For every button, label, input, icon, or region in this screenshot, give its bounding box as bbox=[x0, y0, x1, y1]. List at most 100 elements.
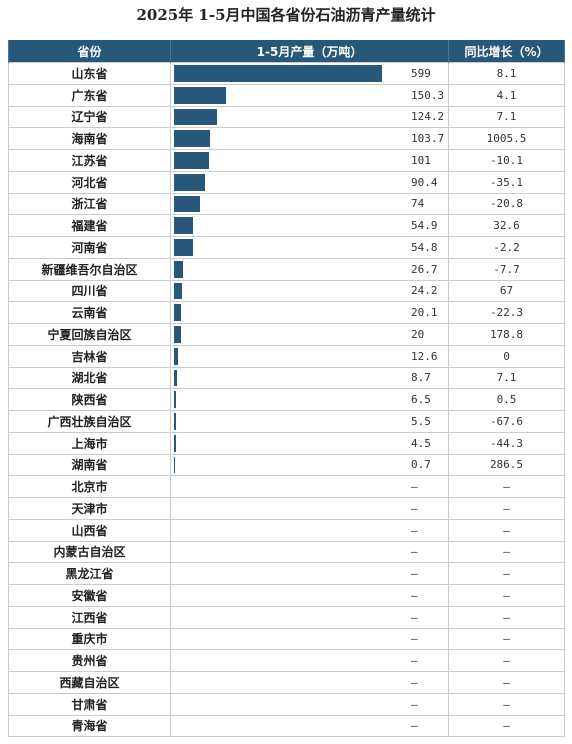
output-bar bbox=[174, 152, 210, 169]
table-row: 新疆维吾尔自治区 26.7 -7.7 bbox=[8, 257, 565, 281]
output-bar bbox=[174, 413, 176, 430]
growth-cell: – bbox=[448, 649, 565, 672]
header-province: 省份 bbox=[8, 40, 171, 63]
output-bar bbox=[174, 369, 178, 387]
growth-cell: -2.2 bbox=[448, 236, 565, 259]
output-value: 6.5 bbox=[411, 393, 431, 407]
growth-cell: – bbox=[448, 714, 565, 738]
output-bar bbox=[174, 217, 194, 234]
province-cell: 河南省 bbox=[8, 236, 171, 259]
output-value: 24.2 bbox=[411, 284, 438, 298]
output-cell: 54.9 bbox=[170, 214, 449, 237]
province-cell: 山东省 bbox=[8, 62, 171, 85]
growth-cell: – bbox=[448, 671, 565, 694]
table-row: 上海市 4.5 -44.3 bbox=[8, 431, 565, 455]
output-bar bbox=[174, 260, 184, 278]
output-cell: 6.5 bbox=[170, 388, 449, 411]
province-cell: 海南省 bbox=[8, 127, 171, 150]
output-cell: – bbox=[170, 714, 449, 738]
output-value: 0.7 bbox=[411, 458, 431, 472]
province-cell: 内蒙古自治区 bbox=[8, 540, 171, 564]
output-value: 90.4 bbox=[411, 175, 438, 189]
province-cell: 北京市 bbox=[8, 475, 171, 498]
table-row: 广西壮族自治区 5.5 -67.6 bbox=[8, 410, 565, 433]
output-cell: – bbox=[170, 540, 449, 564]
province-cell: 辽宁省 bbox=[8, 105, 171, 129]
output-bar bbox=[174, 195, 200, 213]
output-cell: 124.2 bbox=[170, 105, 449, 129]
province-cell: 天津市 bbox=[8, 497, 171, 520]
output-value: 54.8 bbox=[411, 240, 438, 254]
output-cell: 101 bbox=[170, 149, 449, 172]
output-bar bbox=[174, 86, 227, 104]
table-row: 青海省 – – bbox=[8, 714, 565, 738]
output-value: – bbox=[411, 632, 418, 646]
growth-cell: 0 bbox=[448, 344, 565, 368]
output-value: – bbox=[411, 545, 418, 559]
output-value: 12.6 bbox=[411, 349, 438, 363]
table-row: 河南省 54.8 -2.2 bbox=[8, 236, 565, 259]
growth-cell: – bbox=[448, 475, 565, 498]
table-row: 福建省 54.9 32.6 bbox=[8, 214, 565, 237]
output-value: – bbox=[411, 567, 418, 581]
header-growth: 同比增长（%） bbox=[448, 40, 565, 63]
province-cell: 江苏省 bbox=[8, 149, 171, 172]
table-row: 江苏省 101 -10.1 bbox=[8, 149, 565, 172]
growth-cell: – bbox=[448, 497, 565, 520]
growth-cell: 0.5 bbox=[448, 388, 565, 411]
output-cell: – bbox=[170, 518, 449, 542]
growth-cell: 1005.5 bbox=[448, 127, 565, 150]
province-cell: 上海市 bbox=[8, 431, 171, 455]
output-cell: – bbox=[170, 692, 449, 716]
table-row: 黑龙江省 – – bbox=[8, 562, 565, 585]
output-value: – bbox=[411, 523, 418, 537]
growth-cell: – bbox=[448, 518, 565, 542]
growth-cell: -44.3 bbox=[448, 431, 565, 455]
table-row: 贵州省 – – bbox=[8, 649, 565, 672]
province-cell: 山西省 bbox=[8, 518, 171, 542]
table-row: 吉林省 12.6 0 bbox=[8, 344, 565, 368]
province-cell: 广东省 bbox=[8, 83, 171, 107]
output-value: – bbox=[411, 501, 418, 515]
growth-cell: -67.6 bbox=[448, 410, 565, 433]
output-cell: 20 bbox=[170, 323, 449, 346]
province-cell: 甘肃省 bbox=[8, 692, 171, 716]
table-row: 陕西省 6.5 0.5 bbox=[8, 388, 565, 411]
growth-cell: 286.5 bbox=[448, 453, 565, 477]
province-cell: 湖北省 bbox=[8, 366, 171, 390]
output-cell: 599 bbox=[170, 62, 449, 85]
output-value: 20.1 bbox=[411, 306, 438, 320]
output-cell: – bbox=[170, 671, 449, 694]
output-value: 4.5 bbox=[411, 436, 431, 450]
table-row: 西藏自治区 – – bbox=[8, 671, 565, 694]
output-bar bbox=[174, 434, 176, 452]
table-row: 海南省 103.7 1005.5 bbox=[8, 127, 565, 150]
output-value: – bbox=[411, 654, 418, 668]
province-cell: 四川省 bbox=[8, 279, 171, 303]
output-bar bbox=[174, 326, 181, 343]
province-cell: 贵州省 bbox=[8, 649, 171, 672]
output-value: 150.3 bbox=[411, 88, 445, 102]
output-bar bbox=[174, 304, 181, 321]
output-bar bbox=[174, 130, 210, 147]
province-cell: 西藏自治区 bbox=[8, 671, 171, 694]
table-row: 重庆市 – – bbox=[8, 627, 565, 651]
output-cell: – bbox=[170, 627, 449, 651]
province-cell: 宁夏回族自治区 bbox=[8, 323, 171, 346]
output-cell: – bbox=[170, 475, 449, 498]
province-cell: 湖南省 bbox=[8, 453, 171, 477]
header-output: 1-5月产量（万吨） bbox=[170, 40, 449, 63]
table-row: 云南省 20.1 -22.3 bbox=[8, 301, 565, 324]
growth-cell: 32.6 bbox=[448, 214, 565, 237]
output-value: 74 bbox=[411, 197, 425, 211]
table-row: 甘肃省 – – bbox=[8, 692, 565, 716]
province-cell: 陕西省 bbox=[8, 388, 171, 411]
output-value: – bbox=[411, 697, 418, 711]
growth-cell: – bbox=[448, 584, 565, 607]
output-value: 26.7 bbox=[411, 262, 438, 276]
output-bar bbox=[174, 282, 183, 300]
growth-cell: -7.7 bbox=[448, 257, 565, 281]
table-row: 安徽省 – – bbox=[8, 584, 565, 607]
output-cell: – bbox=[170, 562, 449, 585]
output-value: 54.9 bbox=[411, 219, 438, 233]
